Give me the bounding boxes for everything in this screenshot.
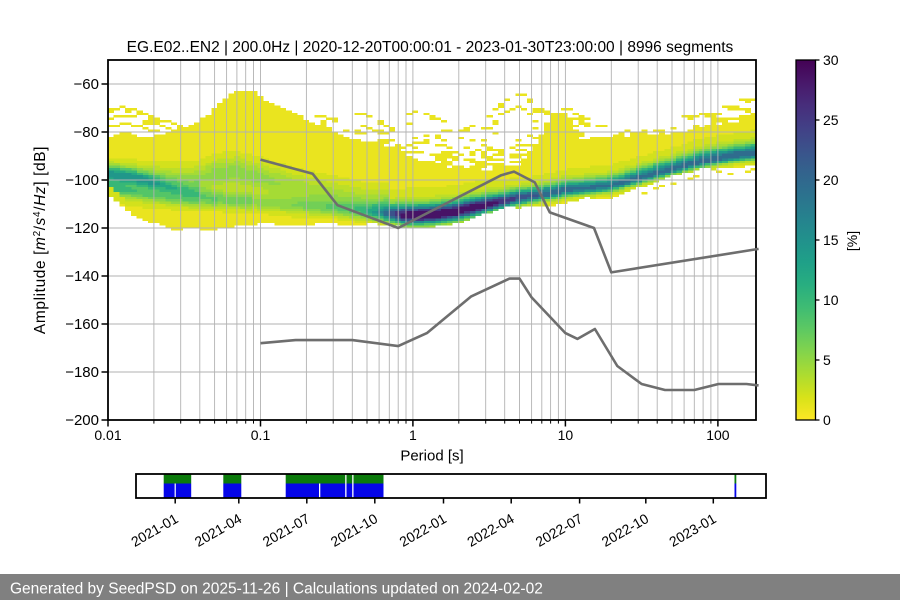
svg-text:15: 15 [823,232,839,248]
svg-text:−140: −140 [65,268,99,285]
svg-text:25: 25 [823,112,839,128]
svg-text:−60: −60 [74,76,99,93]
svg-text:5: 5 [823,352,831,368]
svg-text:10: 10 [823,292,839,308]
svg-text:Generated by SeedPSD on 2025-1: Generated by SeedPSD on 2025-11-26 | Cal… [10,581,543,598]
svg-text:Period [s]: Period [s] [400,448,463,465]
svg-text:−100: −100 [65,172,99,189]
svg-text:[%]: [%] [844,231,860,251]
svg-text:Amplitude [m2/s4/Hz] [dB]: Amplitude [m2/s4/Hz] [dB] [32,146,49,334]
svg-text:−200: −200 [65,412,99,429]
svg-text:0.1: 0.1 [251,427,271,443]
svg-text:0.01: 0.01 [94,427,121,443]
svg-text:−160: −160 [65,316,99,333]
svg-text:−120: −120 [65,220,99,237]
svg-text:1: 1 [409,427,417,443]
svg-text:30: 30 [823,52,839,68]
svg-text:−180: −180 [65,364,99,381]
svg-text:−80: −80 [74,124,99,141]
svg-text:EG.E02..EN2 | 200.0Hz | 2020-1: EG.E02..EN2 | 200.0Hz | 2020-12-20T00:00… [127,39,734,56]
svg-text:100: 100 [706,427,730,443]
svg-text:0: 0 [823,412,831,428]
svg-text:10: 10 [558,427,574,443]
svg-text:20: 20 [823,172,839,188]
